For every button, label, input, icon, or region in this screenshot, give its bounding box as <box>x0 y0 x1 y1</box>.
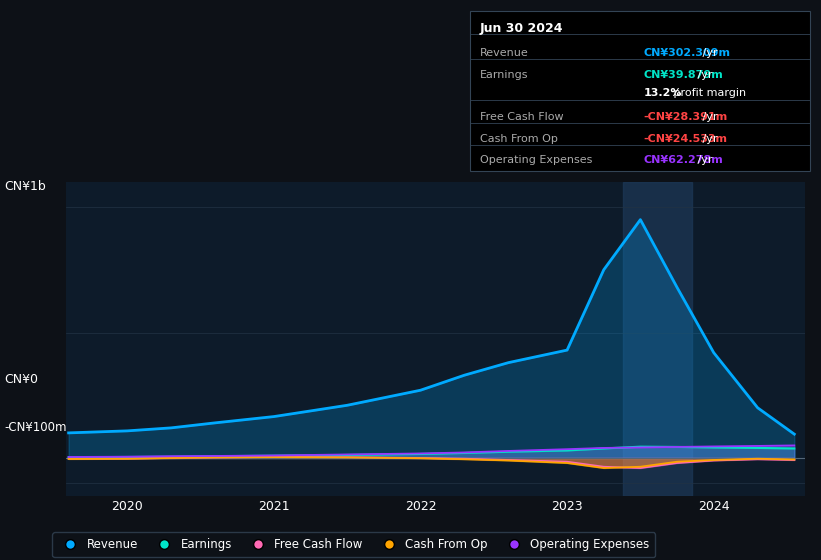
Text: -CN¥28.391m: -CN¥28.391m <box>644 111 727 122</box>
Text: Earnings: Earnings <box>479 70 529 80</box>
Text: Free Cash Flow: Free Cash Flow <box>479 111 563 122</box>
Text: /yr: /yr <box>699 111 718 122</box>
Text: Revenue: Revenue <box>479 48 529 58</box>
Text: CN¥0: CN¥0 <box>4 372 38 386</box>
Text: CN¥39.879m: CN¥39.879m <box>644 70 723 80</box>
Text: CN¥1b: CN¥1b <box>4 180 46 193</box>
Bar <box>623 182 692 496</box>
Text: Jun 30 2024: Jun 30 2024 <box>479 22 563 35</box>
Legend: Revenue, Earnings, Free Cash Flow, Cash From Op, Operating Expenses: Revenue, Earnings, Free Cash Flow, Cash … <box>53 533 655 557</box>
Text: CN¥302.309m: CN¥302.309m <box>644 48 731 58</box>
Text: 13.2%: 13.2% <box>644 87 682 97</box>
Text: -CN¥100m: -CN¥100m <box>4 421 67 434</box>
Text: /yr: /yr <box>699 48 718 58</box>
Text: Cash From Op: Cash From Op <box>479 134 557 144</box>
Text: -CN¥24.533m: -CN¥24.533m <box>644 134 727 144</box>
Text: CN¥62.278m: CN¥62.278m <box>644 155 723 165</box>
Text: /yr: /yr <box>699 134 718 144</box>
Text: /yr: /yr <box>695 155 713 165</box>
Text: Operating Expenses: Operating Expenses <box>479 155 592 165</box>
Text: /yr: /yr <box>695 70 713 80</box>
Text: profit margin: profit margin <box>670 87 746 97</box>
